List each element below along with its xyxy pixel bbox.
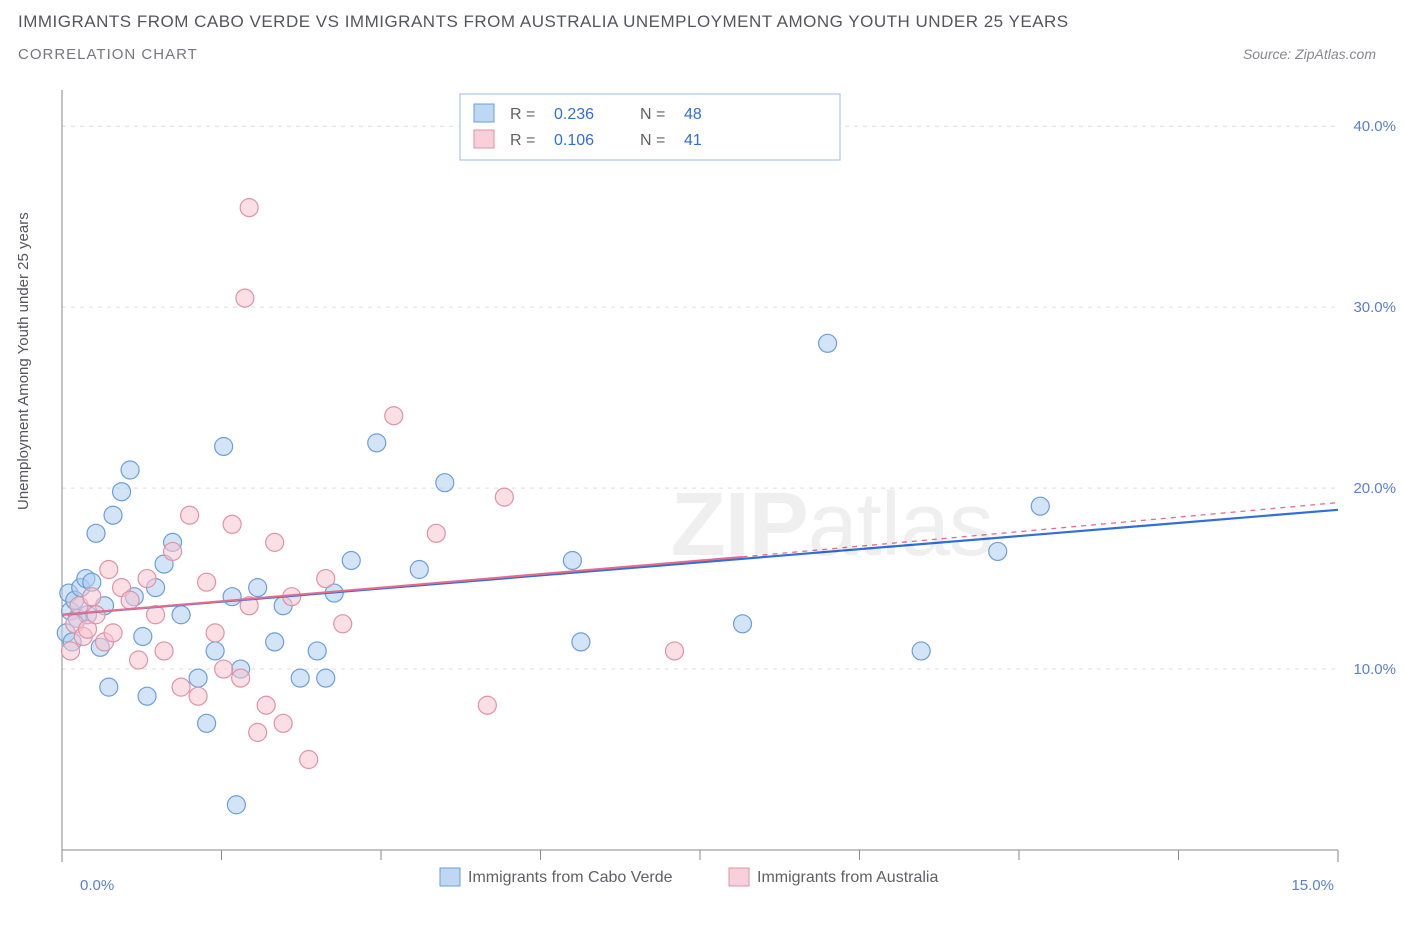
scatter-chart: 0.0% 15.0% 10.0% 20.0% 30.0% 40.0% Unemploymen… (0, 80, 1406, 930)
svg-text:48: 48 (684, 106, 702, 123)
svg-text:40.0%: 40.0% (1353, 118, 1396, 135)
svg-text:R =: R = (510, 106, 535, 123)
svg-text:0.106: 0.106 (554, 132, 594, 149)
subtitle-row: CORRELATION CHART Source: ZipAtlas.com (18, 46, 1388, 63)
svg-text:R =: R = (510, 132, 535, 149)
svg-text:N =: N = (640, 106, 665, 123)
svg-text:N =: N = (640, 132, 665, 149)
svg-text:0.0%: 0.0% (80, 877, 114, 894)
chart-subtitle: CORRELATION CHART (18, 46, 198, 63)
chart-area: 0.0% 15.0% 10.0% 20.0% 30.0% 40.0% Unemploymen… (0, 80, 1406, 930)
svg-text:30.0%: 30.0% (1353, 299, 1396, 316)
svg-text:41: 41 (684, 132, 702, 149)
title-area: IMMIGRANTS FROM CABO VERDE VS IMMIGRANTS… (0, 0, 1406, 67)
svg-text:Immigrants from Cabo Verde: Immigrants from Cabo Verde (468, 869, 673, 886)
svg-text:15.0%: 15.0% (1291, 877, 1334, 894)
svg-text:0.236: 0.236 (554, 106, 594, 123)
svg-text:20.0%: 20.0% (1353, 480, 1396, 497)
svg-text:Unemployment Among Youth under: Unemployment Among Youth under 25 years (15, 212, 32, 510)
svg-text:Immigrants from Australia: Immigrants from Australia (757, 869, 938, 886)
chart-title: IMMIGRANTS FROM CABO VERDE VS IMMIGRANTS… (18, 12, 1388, 32)
svg-text:10.0%: 10.0% (1353, 661, 1396, 678)
source-label: Source: ZipAtlas.com (1243, 46, 1388, 62)
